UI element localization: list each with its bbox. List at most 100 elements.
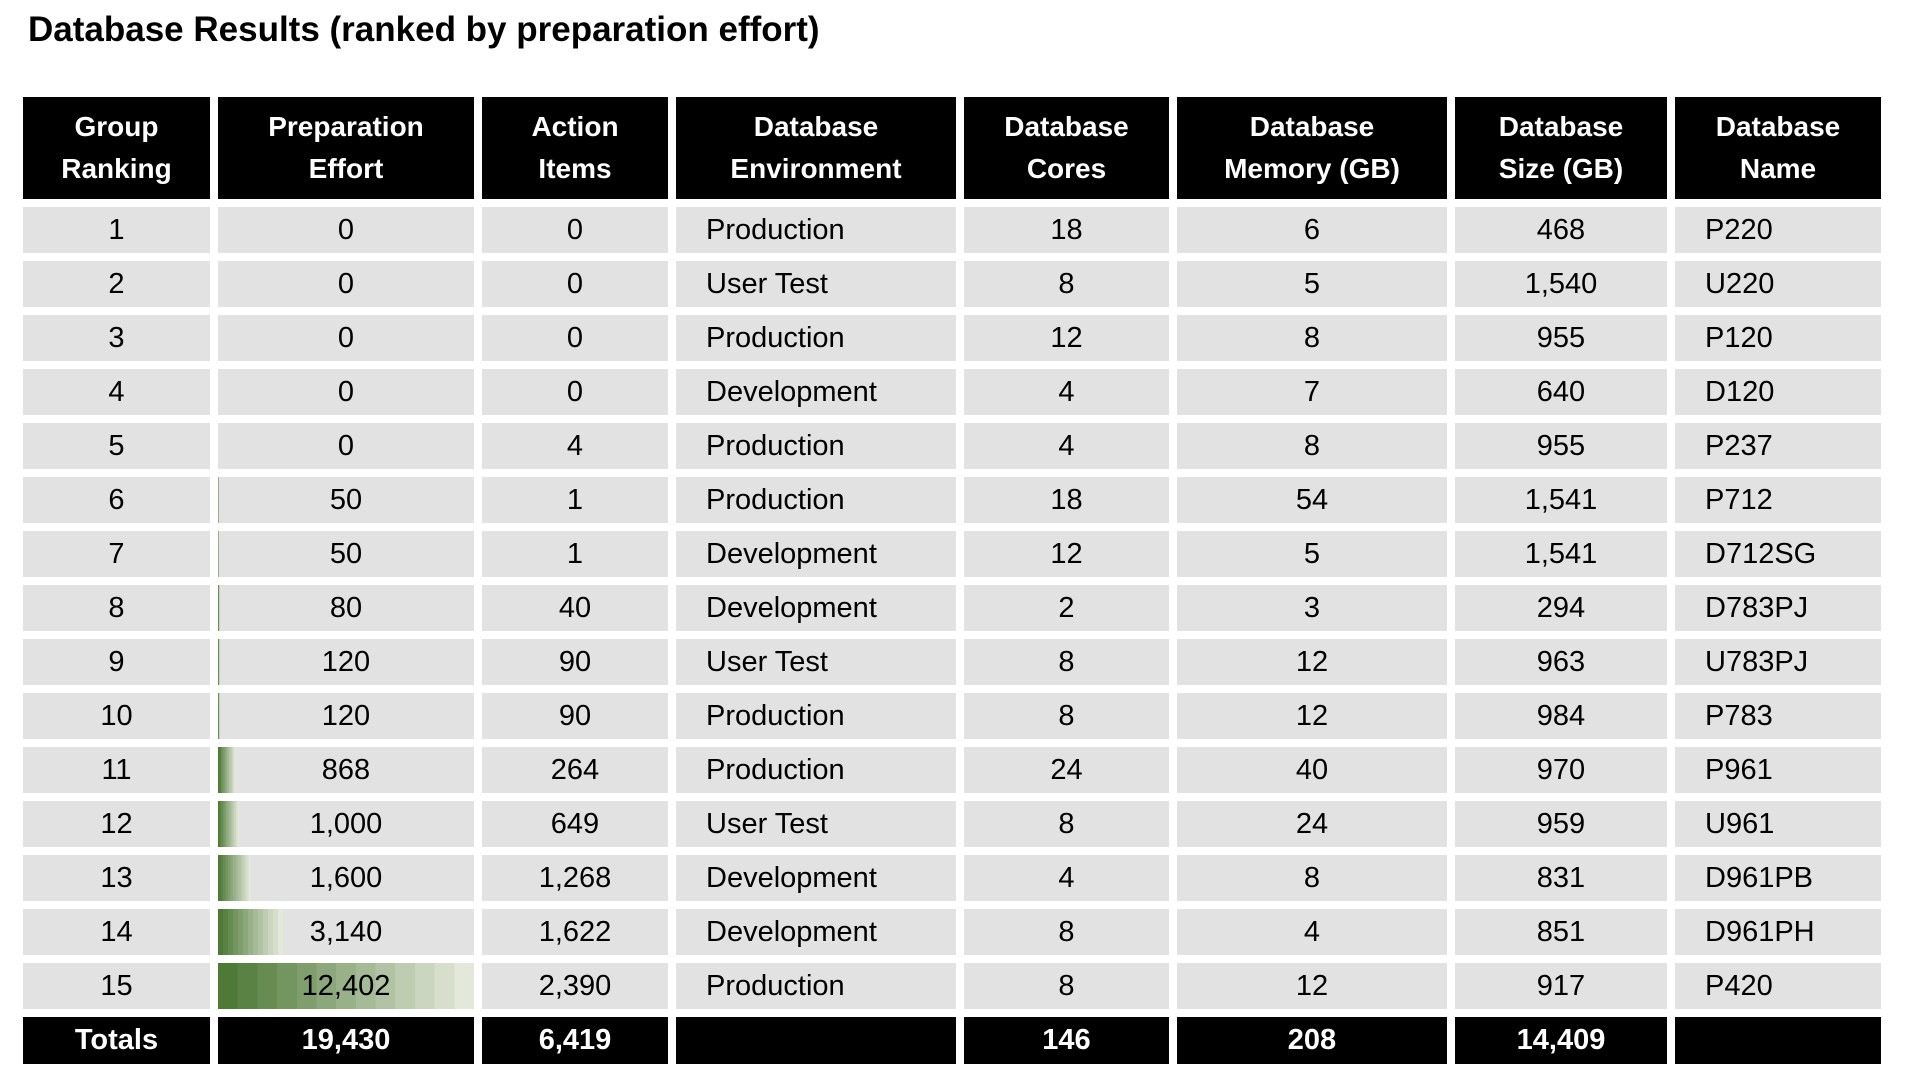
cell-database-size: 831 xyxy=(1455,855,1667,901)
cell-database-environment: Production xyxy=(676,207,956,253)
cell-database-memory: 24 xyxy=(1177,801,1447,847)
cell-preparation-effort: 868 xyxy=(218,747,474,793)
cell-database-size: 955 xyxy=(1455,315,1667,361)
cell-preparation-effort: 1,000 xyxy=(218,801,474,847)
cell-group-ranking: 2 xyxy=(23,261,210,307)
cell-preparation-effort: 0 xyxy=(218,315,474,361)
table-row: 7 50 1 Development 12 5 1,541 D712SG xyxy=(23,531,1881,577)
table-row: 6 50 1 Production 18 54 1,541 P712 xyxy=(23,477,1881,523)
cell-database-size: 1,540 xyxy=(1455,261,1667,307)
effort-data-bar xyxy=(218,585,220,631)
header-cell-database-name: Database Name xyxy=(1675,97,1881,199)
cell-database-cores: 12 xyxy=(964,531,1169,577)
cell-group-ranking: 12 xyxy=(23,801,210,847)
cell-database-name: D961PH xyxy=(1675,909,1881,955)
cell-database-environment: User Test xyxy=(676,639,956,685)
header-line: Effort xyxy=(308,153,384,184)
cell-database-name: P961 xyxy=(1675,747,1881,793)
cell-database-name: P120 xyxy=(1675,315,1881,361)
cell-database-name: U220 xyxy=(1675,261,1881,307)
cell-action-items: 0 xyxy=(482,261,668,307)
total-environment xyxy=(676,1017,956,1064)
header-cell-database-cores: Database Cores xyxy=(964,97,1169,199)
header-line: Name xyxy=(1739,153,1817,184)
cell-group-ranking: 9 xyxy=(23,639,210,685)
table-header: Group Ranking Preparation Effort Action … xyxy=(23,97,1881,199)
cell-database-memory: 6 xyxy=(1177,207,1447,253)
effort-value: 1,600 xyxy=(309,861,383,894)
cell-action-items: 2,390 xyxy=(482,963,668,1009)
effort-value: 0 xyxy=(337,429,355,462)
cell-group-ranking: 11 xyxy=(23,747,210,793)
cell-database-memory: 8 xyxy=(1177,855,1447,901)
cell-preparation-effort: 50 xyxy=(218,477,474,523)
table-row: 4 0 0 Development 4 7 640 D120 xyxy=(23,369,1881,415)
cell-preparation-effort: 0 xyxy=(218,423,474,469)
table-row: 5 0 4 Production 4 8 955 P237 xyxy=(23,423,1881,469)
cell-database-name: U783PJ xyxy=(1675,639,1881,685)
cell-action-items: 264 xyxy=(482,747,668,793)
cell-database-cores: 4 xyxy=(964,369,1169,415)
cell-database-environment: Production xyxy=(676,315,956,361)
cell-group-ranking: 7 xyxy=(23,531,210,577)
cell-action-items: 40 xyxy=(482,585,668,631)
header-cell-database-memory: Database Memory (GB) xyxy=(1177,97,1447,199)
header-line: Preparation xyxy=(268,111,424,142)
header-line: Items xyxy=(538,153,612,184)
table-row: 14 3,140 1,622 Development 8 4 851 D961PH xyxy=(23,909,1881,955)
cell-group-ranking: 3 xyxy=(23,315,210,361)
header-cell-database-size: Database Size (GB) xyxy=(1455,97,1667,199)
effort-value: 0 xyxy=(337,267,355,300)
effort-data-bar xyxy=(218,963,474,1009)
cell-database-size: 970 xyxy=(1455,747,1667,793)
effort-value: 0 xyxy=(337,213,355,246)
cell-database-cores: 12 xyxy=(964,315,1169,361)
results-table: Group Ranking Preparation Effort Action … xyxy=(15,89,1889,1072)
cell-database-cores: 8 xyxy=(964,639,1169,685)
cell-group-ranking: 1 xyxy=(23,207,210,253)
cell-database-size: 955 xyxy=(1455,423,1667,469)
effort-data-bar xyxy=(218,855,252,901)
cell-action-items: 90 xyxy=(482,639,668,685)
header-cell-action-items: Action Items xyxy=(482,97,668,199)
cell-database-cores: 2 xyxy=(964,585,1169,631)
cell-database-memory: 3 xyxy=(1177,585,1447,631)
cell-preparation-effort: 1,600 xyxy=(218,855,474,901)
effort-data-bar xyxy=(218,531,220,577)
header-line: Ranking xyxy=(61,153,172,184)
cell-preparation-effort: 120 xyxy=(218,639,474,685)
cell-action-items: 1,622 xyxy=(482,909,668,955)
cell-database-memory: 5 xyxy=(1177,261,1447,307)
cell-database-memory: 54 xyxy=(1177,477,1447,523)
header-line: Environment xyxy=(730,153,902,184)
cell-group-ranking: 10 xyxy=(23,693,210,739)
header-line: Cores xyxy=(1026,153,1107,184)
cell-preparation-effort: 12,402 xyxy=(218,963,474,1009)
cell-preparation-effort: 0 xyxy=(218,369,474,415)
table-body: 1 0 0 Production 18 6 468 P220 2 0 0 User Test 8 5 1,5… xyxy=(23,207,1881,1009)
cell-database-environment: Development xyxy=(676,855,956,901)
effort-data-bar xyxy=(218,909,283,955)
effort-value: 0 xyxy=(337,321,355,354)
table-row: 11 868 264 Production 24 40 970 P961 xyxy=(23,747,1881,793)
cell-database-environment: Development xyxy=(676,585,956,631)
cell-preparation-effort: 0 xyxy=(218,261,474,307)
cell-database-memory: 12 xyxy=(1177,639,1447,685)
cell-preparation-effort: 120 xyxy=(218,693,474,739)
cell-database-size: 1,541 xyxy=(1455,531,1667,577)
cell-database-cores: 4 xyxy=(964,423,1169,469)
cell-action-items: 649 xyxy=(482,801,668,847)
effort-value: 50 xyxy=(329,537,363,570)
table-row: 10 120 90 Production 8 12 984 P783 xyxy=(23,693,1881,739)
header-line: Database xyxy=(1249,111,1375,142)
cell-database-environment: Development xyxy=(676,531,956,577)
cell-database-environment: Development xyxy=(676,369,956,415)
cell-database-environment: Production xyxy=(676,693,956,739)
cell-database-name: P712 xyxy=(1675,477,1881,523)
total-effort: 19,430 xyxy=(218,1017,474,1064)
cell-database-environment: User Test xyxy=(676,261,956,307)
cell-database-environment: Development xyxy=(676,909,956,955)
cell-database-size: 963 xyxy=(1455,639,1667,685)
effort-data-bar xyxy=(218,801,239,847)
totals-row: Totals 19,430 6,419 146 208 14,409 xyxy=(23,1017,1881,1064)
